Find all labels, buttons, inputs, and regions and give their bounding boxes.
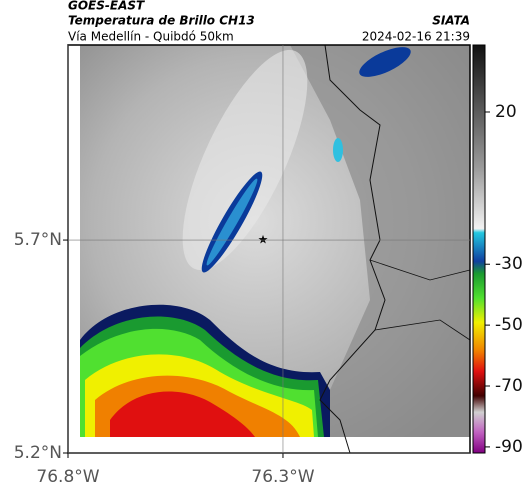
- x-tick-label: 76.8°W: [36, 467, 99, 487]
- subtitle: Vía Medellín - Quibdó 50km: [68, 30, 234, 44]
- y-tick-label: 5.2°N: [14, 443, 62, 463]
- colorbar: [472, 44, 486, 454]
- y-tick-label: 5.7°N: [14, 230, 62, 250]
- x-tick-label: 76.3°W: [251, 467, 314, 487]
- colorbar-tick-label: -30: [495, 254, 523, 274]
- title: Temperatura de Brillo CH13: [68, 14, 255, 28]
- source: GOES-EAST: [68, 0, 145, 13]
- org: SIATA: [432, 14, 470, 28]
- map-image: ★: [80, 44, 471, 454]
- colorbar-tick-label: 20: [495, 102, 517, 122]
- datetime: 2024-02-16 21:39: [362, 30, 470, 44]
- colorbar-tick-label: -90: [495, 437, 523, 457]
- svg-text:★: ★: [258, 233, 269, 247]
- colorbar-tick-label: -70: [495, 376, 523, 396]
- colorbar-tick-label: -50: [495, 315, 523, 335]
